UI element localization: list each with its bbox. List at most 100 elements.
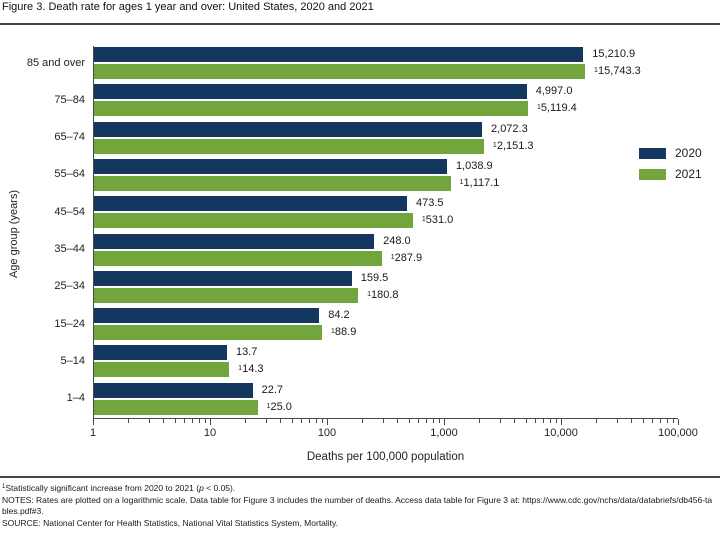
category-label-45–54: 45–54	[54, 205, 85, 218]
minor-tick	[549, 419, 551, 423]
tick-label-1,000: 1,000	[430, 427, 458, 439]
value-label-2020-15–24: 84.2	[328, 309, 350, 322]
major-tick-1,000	[444, 419, 445, 425]
tick-label-10,000: 10,000	[544, 427, 578, 439]
value-label-2020-35–44: 248.0	[383, 234, 411, 247]
bar-2021-65–74	[94, 138, 484, 154]
major-tick-10,000	[561, 419, 562, 425]
major-tick-100	[327, 419, 328, 425]
bar-2020-25–34	[94, 270, 352, 286]
minor-tick	[432, 419, 434, 423]
minor-tick	[191, 419, 193, 423]
bar-2021-5–14	[94, 362, 230, 378]
value-label-2021-1–4: 125.0	[266, 400, 292, 413]
minor-tick	[408, 419, 410, 423]
minor-tick	[397, 419, 399, 423]
minor-tick	[148, 419, 150, 423]
value-label-2021-85-and-over: 115,743.3	[594, 65, 641, 77]
value-label-2020-25–34: 159.5	[360, 271, 389, 284]
footnotes: 1Statistically significant increase from…	[2, 483, 716, 530]
minor-tick	[479, 419, 481, 423]
minor-tick	[265, 419, 267, 423]
legend-label-2020: 2020	[675, 146, 702, 160]
value-label-2021-65–74: 12,151.3	[492, 139, 534, 152]
tick-label-10: 10	[203, 427, 217, 439]
tick-label-1: 1	[89, 427, 97, 439]
category-label-5–14: 5–14	[60, 354, 85, 367]
minor-tick	[616, 419, 618, 423]
bar-2020-45–54	[94, 196, 407, 212]
minor-tick	[542, 419, 544, 423]
minor-tick	[308, 419, 310, 423]
minor-tick	[280, 419, 282, 423]
bar-2021-75–84	[94, 101, 528, 117]
bar-2020-1–4	[94, 382, 253, 398]
value-label-2020-5–14: 13.7	[235, 346, 258, 359]
figure-title: Figure 3. Death rate for ages 1 year and…	[2, 1, 374, 13]
major-tick-10	[210, 419, 211, 425]
legend-item-2021: 2021	[639, 167, 702, 181]
value-label-2020-75–84: 4,997.0	[535, 85, 573, 98]
footnote-significance: 1Statistically significant increase from…	[2, 483, 236, 493]
x-axis-ticks: 1 10 100 1,000 10,000 100,000	[90, 419, 698, 439]
bar-2021-1–4	[94, 399, 258, 415]
value-label-2020-85-and-over: 15,210.9	[592, 48, 636, 60]
bar-2020-35–44	[94, 233, 375, 249]
bar-2021-25–34	[94, 287, 359, 303]
minor-tick	[555, 419, 557, 423]
value-label-2021-15–24: 188.9	[331, 326, 357, 339]
bar-2020-75–84	[94, 84, 527, 100]
major-tick-1	[93, 419, 94, 425]
minor-tick	[535, 419, 537, 423]
value-label-2021-25–34: 1180.8	[367, 288, 399, 301]
footnote-source: SOURCE: National Center for Health Stati…	[2, 518, 339, 529]
legend-item-2020: 2020	[639, 146, 702, 160]
minor-tick	[666, 419, 668, 423]
value-label-2021-5–14: 114.3	[238, 363, 264, 376]
bar-2020-85-and-over	[94, 47, 584, 62]
minor-tick	[163, 419, 165, 423]
value-label-2021-35–44: 1287.9	[390, 251, 423, 264]
minor-tick	[652, 419, 654, 423]
minor-tick	[204, 419, 206, 423]
category-label-75–84: 75–84	[54, 93, 85, 106]
category-label-1–4: 1–4	[66, 392, 85, 405]
minor-tick	[291, 419, 293, 423]
bar-2021-45–54	[94, 213, 413, 229]
value-label-2020-45–54: 473.5	[416, 197, 444, 210]
category-label-35–44: 35–44	[54, 243, 85, 255]
minor-tick	[198, 419, 200, 423]
minor-tick	[174, 419, 176, 423]
minor-tick	[631, 419, 633, 423]
minor-tick	[525, 419, 527, 423]
minor-tick	[659, 419, 661, 423]
footnote-notes: NOTES: Rates are plotted on a logarithmi…	[2, 494, 713, 517]
minor-tick	[245, 419, 247, 423]
minor-tick	[438, 419, 440, 423]
major-tick-100,000	[678, 419, 679, 425]
category-label-55–64: 55–64	[54, 168, 85, 181]
legend-swatch-2021	[639, 168, 666, 180]
tick-label-100: 100	[317, 427, 337, 439]
minor-tick	[596, 419, 598, 423]
bar-2021-15–24	[94, 325, 323, 341]
category-label-25–34: 25–34	[54, 280, 85, 293]
value-label-2020-65–74: 2,072.3	[491, 122, 528, 135]
legend-swatch-2020	[639, 147, 666, 159]
value-label-2021-55–64: 11,117.1	[459, 176, 500, 189]
bar-2021-55–64	[94, 175, 451, 191]
bar-2020-15–24	[94, 308, 320, 324]
category-label-85-and-over: 85 and over	[26, 56, 85, 69]
minor-tick	[362, 419, 364, 423]
figure-box: Age group (years) 85 and over 75–84 65–74 5…	[0, 23, 720, 478]
bar-2021-35–44	[94, 250, 382, 266]
minor-tick	[315, 419, 317, 423]
minor-tick	[642, 419, 644, 423]
minor-tick	[321, 419, 323, 423]
minor-tick	[128, 419, 130, 423]
category-label-65–74: 65–74	[54, 131, 85, 144]
minor-tick	[382, 419, 384, 423]
plot-area: 15,210.9 115,743.3 4,997.0 15,119.4 2,072.3 1…	[93, 46, 678, 419]
value-label-2021-45–54: 1531.0	[421, 214, 454, 227]
bar-2021-85-and-over	[94, 64, 586, 79]
